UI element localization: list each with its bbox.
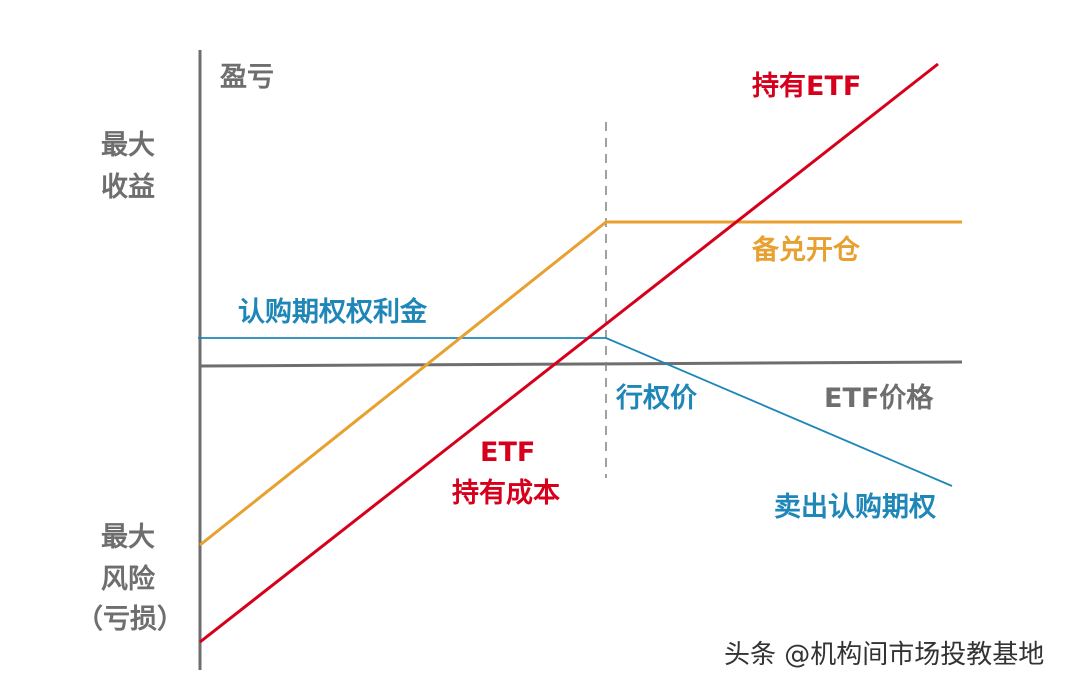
watermark: 头条 @机构间市场投教基地 [724,640,1044,670]
hold-etf-line [199,62,939,644]
etf-cost-label-2: 持有成本 [452,478,560,509]
sell-call-label: 卖出认购期权 [774,492,936,523]
x-axis-label: ETF价格 [824,383,934,414]
x-axis [199,360,963,368]
premium-label: 认购期权权利金 [238,296,428,328]
max-risk-label-3: （亏损） [76,604,184,635]
strike-price-label: 行权价 [615,382,698,414]
max-gain-label-2: 收益 [101,172,155,203]
sell-call-line [605,337,953,487]
max-risk-label-1: 最大 [101,522,155,553]
covered-call-label: 备兑开仓 [751,235,861,266]
etf-cost-label-1: ETF [480,437,535,468]
y-axis-label: 盈亏 [220,62,274,93]
covered-call-line [199,220,962,547]
hold-etf-label: 持有ETF [752,71,861,102]
max-gain-label-1: 最大 [101,130,155,161]
max-risk-label-2: 风险 [101,563,156,595]
